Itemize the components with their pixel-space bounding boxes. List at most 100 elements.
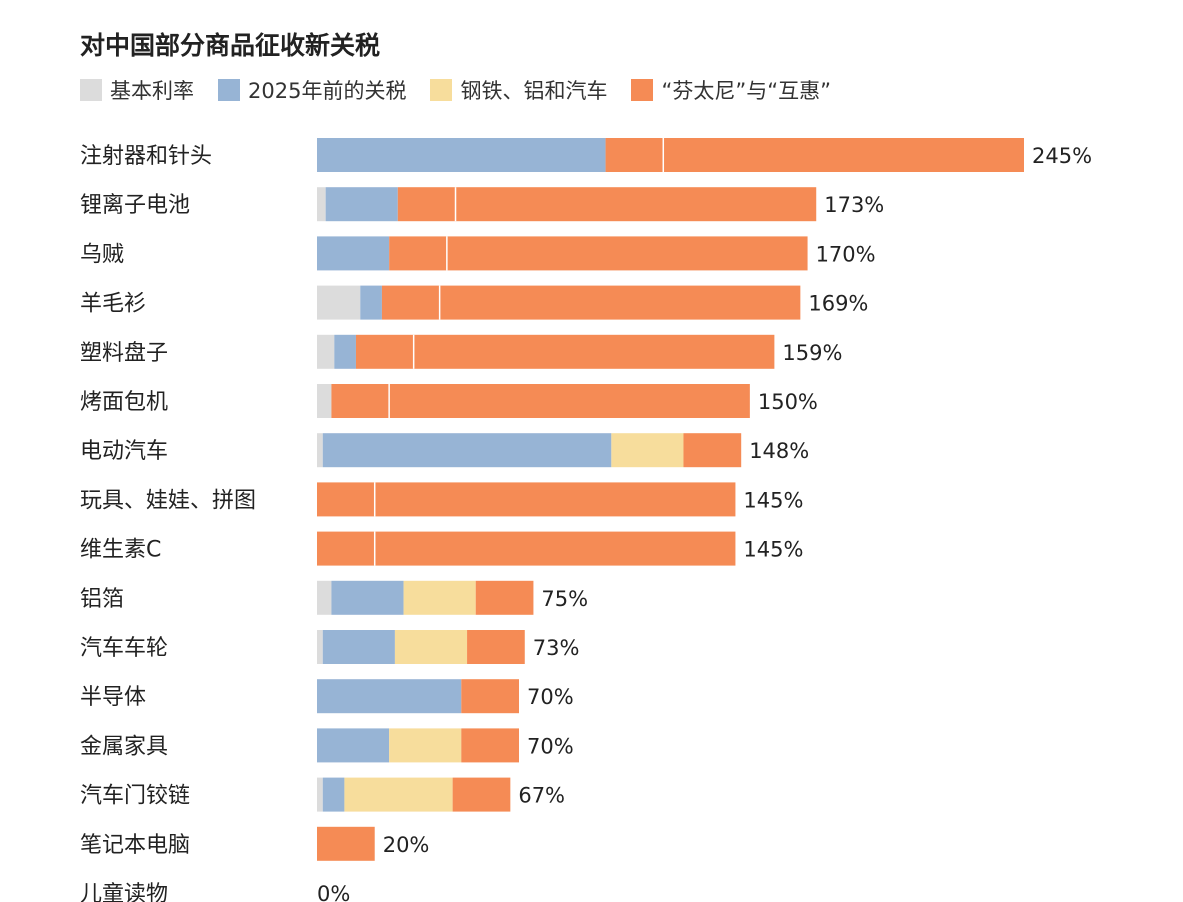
bar-row: 半导体 70%: [80, 679, 574, 714]
bar-row: 电动汽车 148%: [80, 433, 809, 468]
bar-row: 烤面包机 150%: [80, 384, 818, 418]
bar-segment: [683, 433, 742, 468]
legend-item-pre-2025-tariff: 2025年前的关税: [218, 75, 406, 105]
bar-segment: [317, 777, 323, 812]
bar-segment: [461, 679, 519, 714]
bar-segment: [317, 334, 335, 369]
category-label: 锂离子电池: [80, 193, 190, 218]
category-label: 金属家具: [80, 734, 168, 759]
legend-label-pre-2025-tariff: 2025年前的关税: [248, 79, 407, 103]
bar-segment: [322, 777, 345, 812]
legend-label-base-rate: 基本利率: [110, 79, 194, 103]
bar-segment: [394, 630, 468, 664]
bar-segment: [317, 236, 390, 271]
total-value-label: 169%: [808, 292, 868, 316]
category-label: 注射器和针头: [80, 144, 212, 169]
bar-row: 羊毛衫 169%: [80, 285, 868, 320]
bar-segment: [381, 285, 801, 320]
bar-row: 玩具、娃娃、拼图 145%: [80, 482, 803, 517]
bar-row: 锂离子电池 173%: [80, 187, 884, 222]
bar-segment: [317, 826, 375, 861]
bar-segment: [317, 580, 332, 615]
bar-segment: [331, 580, 404, 615]
legend-swatch-pre-2025-tariff: [218, 79, 240, 101]
total-value-label: 73%: [533, 636, 580, 660]
bar-row: 注射器和针头 245%: [80, 138, 1092, 172]
category-label: 电动汽车: [80, 439, 168, 464]
category-label: 笔记本电脑: [80, 833, 190, 858]
total-value-label: 75%: [541, 587, 588, 611]
bar-segment: [331, 384, 750, 418]
category-label: 儿童读物: [80, 882, 168, 902]
bar-segment: [325, 187, 398, 222]
bar-segment: [475, 580, 534, 615]
category-label: 维生素C: [80, 538, 161, 563]
total-value-label: 70%: [527, 685, 574, 709]
total-value-label: 170%: [816, 242, 876, 266]
legend-swatch-steel-aluminum-autos: [430, 79, 453, 101]
category-label: 玩具、娃娃、拼图: [80, 488, 256, 513]
bar-segment: [317, 433, 323, 468]
legend-label-steel-aluminum-autos: 钢铁、铝和汽车: [460, 79, 608, 103]
bar-row: 金属家具 70%: [80, 728, 574, 763]
bar-segment: [389, 236, 808, 271]
total-value-label: 173%: [824, 193, 884, 217]
category-label: 汽车门铰链: [80, 784, 190, 809]
category-label: 乌贼: [80, 242, 124, 267]
total-value-label: 150%: [758, 390, 818, 414]
legend-label-fentanyl-reciprocal: “芬太尼”与“互惠”: [661, 79, 831, 103]
bar-segment: [397, 187, 817, 222]
category-label: 羊毛衫: [80, 292, 146, 317]
legend: 基本利率 2025年前的关税 钢铁、铝和汽车 “芬太尼”与“互惠”: [80, 75, 855, 105]
bar-segment: [322, 433, 612, 468]
chart-title: 对中国部分商品征收新关税: [80, 31, 381, 60]
bar-row: 汽车车轮 73%: [80, 630, 579, 664]
bar-segment: [317, 384, 332, 418]
bar-segment: [605, 138, 1024, 172]
bar-segment: [611, 433, 684, 468]
bar-segment: [389, 728, 462, 763]
bar-row: 塑料盘子 159%: [80, 334, 842, 369]
total-value-label: 67%: [518, 784, 565, 808]
category-label: 半导体: [80, 685, 146, 710]
legend-item-base-rate: 基本利率: [80, 75, 194, 105]
total-value-label: 159%: [782, 341, 842, 365]
total-value-label: 70%: [527, 734, 574, 758]
category-label: 烤面包机: [80, 390, 168, 415]
bar-row: 汽车门铰链 67%: [80, 777, 565, 812]
bar-segment: [317, 482, 736, 517]
bar-segment: [317, 138, 606, 172]
bar-row: 铝箔 75%: [80, 580, 588, 615]
bar-row: 笔记本电脑 20%: [80, 826, 430, 861]
legend-item-steel-aluminum-autos: 钢铁、铝和汽车: [430, 75, 607, 105]
total-value-label: 20%: [383, 833, 430, 857]
category-label: 铝箔: [80, 587, 124, 612]
bar-segment: [334, 334, 356, 369]
bar-segment: [461, 728, 519, 763]
total-value-label: 148%: [749, 439, 809, 463]
bar-segment: [317, 187, 326, 222]
bar-segment: [317, 679, 462, 714]
bar-segment: [317, 630, 323, 664]
bar-segment: [355, 334, 775, 369]
category-label: 塑料盘子: [80, 341, 168, 366]
bar-segment: [452, 777, 511, 812]
bar-segment: [322, 630, 395, 664]
total-value-label: 145%: [743, 538, 803, 562]
bar-segment: [317, 728, 390, 763]
legend-swatch-fentanyl-reciprocal: [631, 79, 654, 101]
bar-segment: [360, 285, 382, 320]
total-value-label: 245%: [1032, 144, 1092, 168]
total-value-label: 145%: [743, 488, 803, 512]
bar-row: 维生素C 145%: [80, 531, 803, 566]
bar-segment: [344, 777, 453, 812]
bar-segment: [467, 630, 525, 664]
category-label: 汽车车轮: [80, 636, 168, 661]
legend-swatch-base-rate: [80, 79, 102, 101]
bar-segment: [403, 580, 476, 615]
total-value-label: 0%: [317, 882, 350, 902]
bar-row: 乌贼 170%: [80, 236, 876, 271]
bar-row: 儿童读物 0%: [80, 882, 350, 902]
bar-segment: [317, 531, 736, 566]
